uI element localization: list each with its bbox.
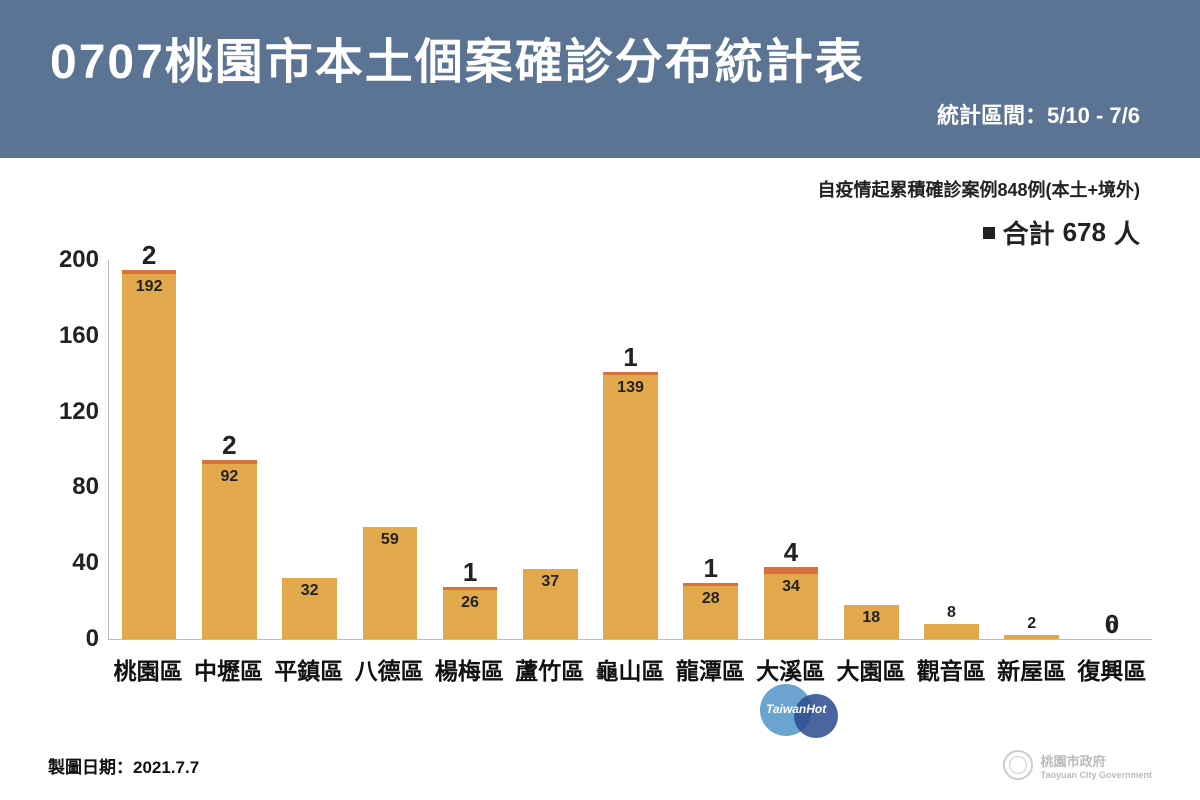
x-label: 桃園區 <box>108 646 188 690</box>
bar-slot: 2192 <box>109 260 189 639</box>
bar-slot: 8 <box>911 260 991 639</box>
bar-added-label: 4 <box>784 539 798 565</box>
bar-base-label: 26 <box>443 594 498 612</box>
plot-area: 21922923259126371139128434188200 0408012… <box>108 260 1152 640</box>
y-tick: 0 <box>49 625 99 653</box>
bar: 139 <box>603 372 658 639</box>
bar-base-segment: 32 <box>282 578 337 639</box>
cumulative-note: 自疫情起累積確診案例848例(本土+境外) <box>0 176 1200 202</box>
legend-suffix: 人 <box>1114 214 1140 251</box>
bar-base-label: 0 <box>1085 619 1140 637</box>
bar: 28 <box>683 583 738 639</box>
bar-base-label: 34 <box>764 578 819 596</box>
x-label: 平鎮區 <box>269 646 349 690</box>
bar-added-label: 2 <box>142 242 156 268</box>
bar-base-segment: 2 <box>1004 635 1059 639</box>
bar: 92 <box>202 460 257 639</box>
legend-marker-icon <box>983 227 995 239</box>
x-label: 新屋區 <box>991 646 1071 690</box>
x-label: 楊梅區 <box>429 646 509 690</box>
bar-slot: 37 <box>510 260 590 639</box>
x-label: 復興區 <box>1072 646 1152 690</box>
bar-base-label: 59 <box>363 531 418 549</box>
chart-date: 製圖日期：2021.7.7 <box>48 753 199 778</box>
bar-added-label: 2 <box>222 432 236 458</box>
date-range: 統計區間：5/10 - 7/6 <box>50 98 1150 130</box>
bar-added-label: 1 <box>463 559 477 585</box>
chart: 21922923259126371139128434188200 0408012… <box>48 260 1152 690</box>
bar: 18 <box>844 605 899 639</box>
y-tick: 120 <box>49 398 99 426</box>
x-axis-labels: 桃園區中壢區平鎮區八德區楊梅區蘆竹區龜山區龍潭區大溪區大園區觀音區新屋區復興區 <box>108 646 1152 690</box>
bar-added-label: 1 <box>623 344 637 370</box>
bar-base-segment: 28 <box>683 586 738 639</box>
x-label: 中壢區 <box>188 646 268 690</box>
bar-slot: 18 <box>831 260 911 639</box>
bar-added-label: 1 <box>704 555 718 581</box>
bar-slot: 32 <box>269 260 349 639</box>
bar-base-label: 192 <box>122 278 177 296</box>
legend: 合計 678 人 <box>0 214 1200 251</box>
bar-base-label: 28 <box>683 590 738 608</box>
bar: 59 <box>363 527 418 639</box>
bar-base-segment: 92 <box>202 464 257 639</box>
bar-slot: 1 139 <box>590 260 670 639</box>
bar-container: 21922923259126371139128434188200 <box>109 260 1152 639</box>
y-tick: 160 <box>49 322 99 350</box>
bar: 32 <box>282 578 337 639</box>
bar-added-segment <box>764 567 819 575</box>
bar-slot: 59 <box>350 260 430 639</box>
x-label: 龍潭區 <box>670 646 750 690</box>
gov-sub: Taoyuan City Government <box>1041 770 1152 780</box>
gov-badge: 桃園市政府 Taoyuan City Government <box>1003 750 1152 780</box>
bar: 192 <box>122 270 177 639</box>
bar-base-label: 32 <box>282 582 337 600</box>
gov-seal-icon <box>1003 750 1033 780</box>
bar-slot: 1 26 <box>430 260 510 639</box>
bar-base-label: 139 <box>603 379 658 397</box>
x-label: 龜山區 <box>590 646 670 690</box>
y-tick: 80 <box>49 473 99 501</box>
bar-slot: 2 92 <box>189 260 269 639</box>
x-label: 蘆竹區 <box>510 646 590 690</box>
bar-slot: 2 <box>992 260 1072 639</box>
watermark: TaiwanHot <box>760 680 850 740</box>
bar-base-segment: 8 <box>924 624 979 639</box>
watermark-text: TaiwanHot <box>766 702 826 716</box>
legend-total: 678 <box>1063 217 1106 248</box>
bar-base-label: 18 <box>844 609 899 627</box>
bar-slot: 4 34 <box>751 260 831 639</box>
legend-prefix: 合計 <box>1003 214 1055 251</box>
bar: 37 <box>523 569 578 639</box>
bar-base-label: 37 <box>523 573 578 591</box>
y-tick: 200 <box>49 246 99 274</box>
footer: 製圖日期：2021.7.7 桃園市政府 Taoyuan City Governm… <box>48 750 1152 780</box>
bar-base-segment: 192 <box>122 274 177 639</box>
bar-base-segment: 139 <box>603 375 658 639</box>
bar-slot: 00 <box>1072 260 1152 639</box>
bar-slot: 1 28 <box>671 260 751 639</box>
bar: 34 <box>764 567 819 639</box>
bar-base-label: 8 <box>924 604 979 622</box>
gov-label: 桃園市政府 <box>1041 751 1152 770</box>
x-label: 觀音區 <box>911 646 991 690</box>
page-title: 0707桃園市本土個案確診分布統計表 <box>50 22 1150 92</box>
bar: 8 <box>924 624 979 639</box>
header: 0707桃園市本土個案確診分布統計表 統計區間：5/10 - 7/6 <box>0 0 1200 158</box>
bar-base-segment: 37 <box>523 569 578 639</box>
x-label: 八德區 <box>349 646 429 690</box>
bar-base-segment: 26 <box>443 590 498 639</box>
bar: 2 <box>1004 635 1059 639</box>
bar-base-label: 92 <box>202 468 257 486</box>
bar-base-label: 2 <box>1004 615 1059 633</box>
bar-base-segment: 59 <box>363 527 418 639</box>
bar-base-segment: 18 <box>844 605 899 639</box>
bar: 26 <box>443 587 498 639</box>
y-tick: 40 <box>49 549 99 577</box>
watermark-circle-2 <box>794 694 838 738</box>
bar-base-segment: 34 <box>764 574 819 639</box>
